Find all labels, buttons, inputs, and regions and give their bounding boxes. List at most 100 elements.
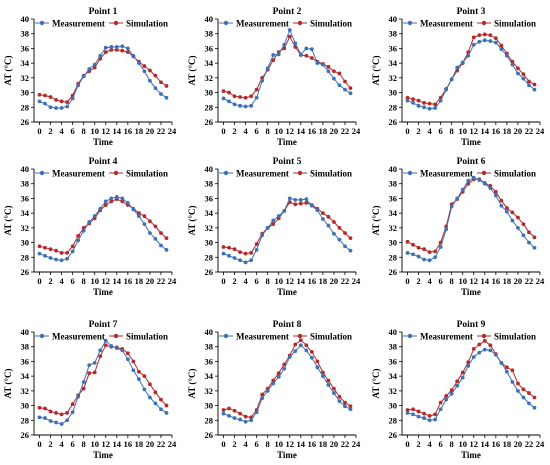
x-tick-label: 12 [286,276,295,286]
measurement-point [148,231,152,235]
measurement-point [282,42,287,47]
measurement-point [265,66,270,71]
measurement-point [343,244,347,249]
x-tick-label: 4 [59,439,64,449]
x-tick-label: 12 [286,126,295,136]
x-tick-label: 18 [503,439,512,449]
x-tick-label: 18 [135,126,144,136]
x-tick-label: 24 [352,276,361,286]
x-axis-label: Time [277,287,297,297]
measurement-point [153,401,158,406]
measurement-point [466,178,471,183]
measurement-point [120,44,125,49]
measurement-point [98,348,103,353]
legend-simulation-label: Simulation [494,331,536,341]
x-tick-label: 4 [427,276,432,286]
measurement-point [232,416,237,420]
x-tick-label: 16 [124,276,133,286]
measurement-point [427,106,432,111]
y-tick-label: 38 [21,342,30,352]
legend-measurement-marker [39,333,45,339]
measurement-line [407,349,535,421]
x-tick-label: 12 [470,276,479,286]
simulation-point [532,235,537,240]
y-tick-label: 26 [21,117,30,127]
simulation-point [37,405,42,410]
measurement-point [37,415,42,420]
y-tick-label: 26 [205,430,214,440]
x-tick-label: 8 [450,439,454,449]
measurement-point [298,198,303,202]
measurement-point [120,348,125,353]
simulation-point [444,394,449,398]
simulation-point [471,347,476,351]
measurement-point [238,258,242,263]
measurement-point [131,368,136,373]
measurement-point [493,352,498,357]
measurement-point [438,407,443,412]
measurement-point [521,233,526,238]
simulation-point [510,210,515,215]
x-tick-label: 22 [157,276,166,286]
simulation-point [438,400,443,405]
measurement-point [249,418,254,423]
simulation-point [499,198,504,203]
x-tick-label: 2 [232,276,236,286]
measurement-point [227,99,231,104]
simulation-point [153,390,158,395]
simulation-point [326,378,331,383]
simulation-point [221,89,226,93]
measurement-point [516,71,520,76]
measurement-line [39,340,167,425]
measurement-point [87,220,92,224]
measurement-point [348,91,353,96]
measurement-point [70,96,75,101]
x-axis-label: Time [277,450,297,460]
measurement-point [438,98,443,103]
simulation-point [70,244,75,249]
y-tick-label: 30 [21,238,30,248]
measurement-point [287,196,292,201]
measurement-point [260,396,265,401]
measurement-point [315,208,320,213]
simulation-point [337,71,342,76]
y-tick-label: 26 [389,430,398,440]
legend-simulation-marker [113,170,119,176]
simulation-point [65,411,70,415]
measurement-point [260,233,265,238]
y-tick-label: 40 [205,164,214,174]
simulation-point [510,368,515,373]
measurement-point [405,98,410,103]
measurement-point [98,53,103,58]
simulation-point [320,211,325,216]
y-tick-label: 32 [205,73,214,83]
measurement-point [125,46,130,51]
x-tick-label: 14 [297,126,306,136]
measurement-point [427,258,432,263]
measurement-point [282,366,287,371]
x-tick-label: 16 [308,439,317,449]
simulation-point [276,371,281,376]
simulation-point [109,199,114,204]
measurement-point [309,203,314,208]
measurement-point [482,181,487,186]
measurement-point [131,207,136,212]
y-tick-label: 32 [389,73,398,83]
measurement-point [153,86,158,91]
measurement-point [304,348,309,353]
measurement-point [532,87,537,92]
simulation-point [516,215,520,220]
y-tick-label: 30 [205,238,214,248]
measurement-point [527,240,531,245]
x-tick-label: 6 [71,439,75,449]
legend-simulation-marker [113,20,119,26]
simulation-point [482,32,487,37]
simulation-point [348,86,353,91]
measurement-point [136,377,141,381]
x-tick-label: 20 [514,439,523,449]
measurement-point [348,248,353,253]
y-tick-label: 28 [389,415,398,425]
measurement-point [411,100,415,105]
measurement-point [164,411,169,415]
